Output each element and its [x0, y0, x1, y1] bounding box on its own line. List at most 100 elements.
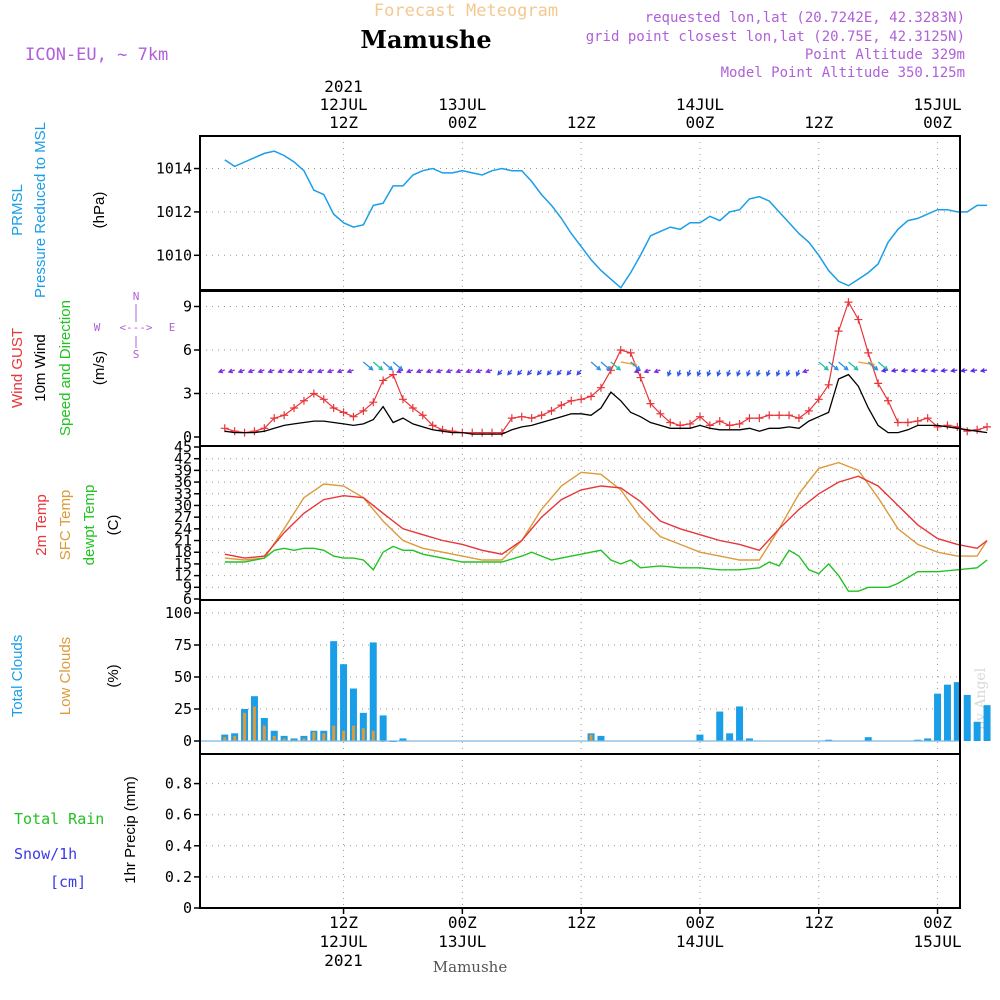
low-clouds-bar — [342, 730, 346, 741]
wind-direction-arrow — [920, 368, 928, 373]
wind-direction-arrow — [227, 368, 235, 374]
wind-gust-marker — [438, 425, 447, 434]
pressure-axis-label: Pressure Reduced to MSL — [32, 122, 49, 298]
bottom-time-label: 00Z — [923, 913, 952, 932]
clouds-axis-label: Total Clouds — [9, 635, 26, 718]
top-time-label: 00Z — [448, 113, 477, 132]
wind-gust-marker — [220, 424, 229, 433]
wind-direction-arrow — [455, 368, 463, 374]
station-title: Mamushe — [360, 25, 491, 54]
precip-side-label: [cm] — [50, 873, 86, 891]
wind-direction-arrow — [653, 368, 661, 374]
wind-gust-marker — [339, 408, 348, 417]
compass-w: W — [94, 321, 101, 334]
wind-direction-arrow — [237, 368, 245, 374]
temp-ytick-label: 30 — [174, 496, 192, 514]
temp-axis-label: dewpt Temp — [81, 485, 98, 566]
low-clouds-bar — [332, 725, 336, 741]
top-time-label: 15JUL — [913, 95, 961, 114]
wind-gust-marker — [923, 414, 932, 423]
wind-gust-marker — [557, 401, 566, 410]
wind-gust-marker — [319, 395, 328, 404]
wind-direction-arrow — [880, 368, 889, 373]
low-clouds-bar — [322, 733, 326, 741]
wind-gust-marker — [280, 411, 289, 420]
wind-direction-arrow — [556, 369, 562, 376]
wind-gust-marker — [290, 404, 299, 412]
wind-gust-marker — [616, 346, 625, 354]
wind-direction-arrow — [890, 368, 899, 373]
compass-n: N — [133, 290, 140, 303]
wind-direction-arrow — [475, 368, 483, 374]
wind-direction-arrow — [297, 368, 305, 374]
wind-gust-marker — [517, 412, 526, 421]
wind-direction-arrow — [566, 369, 572, 376]
wind-gust-marker — [834, 327, 843, 336]
wind-direction-arrow — [828, 361, 839, 371]
temp-panel-frame — [199, 445, 961, 601]
wind-gust-marker — [973, 425, 982, 434]
total-clouds-bar — [914, 739, 922, 741]
temp-ytick-label: 27 — [174, 508, 192, 526]
wind-direction-arrow — [969, 368, 978, 373]
total-clouds-bar — [349, 688, 357, 741]
wind-gust-marker — [893, 418, 902, 427]
wind-ytick-label: 6 — [183, 341, 192, 359]
top-time-label: 13JUL — [438, 95, 486, 114]
point-altitude: Point Altitude 329m — [805, 47, 965, 63]
wind-gust-marker — [854, 315, 863, 324]
wind-gust-marker — [587, 392, 596, 401]
wind-direction-arrow — [930, 368, 938, 373]
wind-gust-marker — [299, 396, 308, 405]
sfc-temp-line — [224, 461, 988, 561]
wind-direction-arrow — [795, 369, 801, 377]
wind-gust-marker — [329, 404, 338, 412]
wind-gust-marker — [349, 412, 358, 421]
wind-direction-arrow — [765, 369, 771, 377]
wind-direction-arrow — [576, 369, 582, 376]
wind-gust-marker — [369, 398, 378, 407]
wind-gust-marker — [884, 396, 893, 405]
wind-gust-marker — [398, 395, 407, 404]
wind-direction-arrow — [818, 361, 829, 371]
wind-direction-arrow — [867, 361, 879, 371]
top-time-label: 12JUL — [319, 95, 367, 114]
wind-direction-arrow — [950, 368, 958, 373]
precip-ytick-label: 0.8 — [165, 775, 192, 793]
wind-ytick-label: 0 — [183, 428, 192, 446]
wind-direction-arrow — [848, 361, 859, 371]
wind-gust-marker — [725, 421, 734, 430]
wind-direction-arrow — [517, 369, 523, 376]
wind-gust-marker — [983, 422, 992, 431]
wind-direction-arrow — [536, 369, 543, 376]
bottom-time-label: 14JUL — [676, 932, 724, 951]
wind-gust-marker — [547, 406, 556, 415]
wind-gust-marker — [478, 428, 487, 437]
temp-ytick-label: 42 — [174, 450, 192, 468]
wind-direction-arrow — [633, 368, 641, 374]
wind-gust-marker — [626, 348, 635, 357]
wind-gust-marker — [636, 373, 645, 382]
wind-gust-marker — [596, 383, 605, 392]
wind-direction-arrow — [838, 361, 849, 371]
wind-gust-marker — [804, 406, 813, 415]
wind-direction-arrow — [877, 361, 889, 371]
wind-gust-marker — [309, 389, 318, 398]
precip-ytick-label: 0.4 — [165, 837, 192, 855]
wind-direction-arrow — [546, 369, 552, 376]
temp-axis-label: (C) — [105, 515, 122, 536]
pressure-ytick-label: 1014 — [156, 160, 192, 178]
total-clouds-bar — [726, 733, 734, 741]
precip-ytick-label: 0.2 — [165, 868, 192, 886]
wind-gust-marker — [389, 370, 398, 379]
temp-ytick-label: 24 — [174, 520, 192, 538]
wind-axis-label: 10m Wind — [32, 334, 49, 402]
wind-gust-marker — [408, 404, 417, 412]
low-clouds-bar — [233, 735, 237, 741]
wind-gust-marker — [794, 414, 803, 423]
model-altitude: Model Point Altitude 350.125m — [721, 65, 965, 81]
total-clouds-bar — [379, 715, 387, 741]
wind-axis-label: Speed and Direction — [57, 300, 74, 436]
pressure-panel-frame — [199, 135, 961, 291]
top-time-label: 12Z — [804, 113, 833, 132]
